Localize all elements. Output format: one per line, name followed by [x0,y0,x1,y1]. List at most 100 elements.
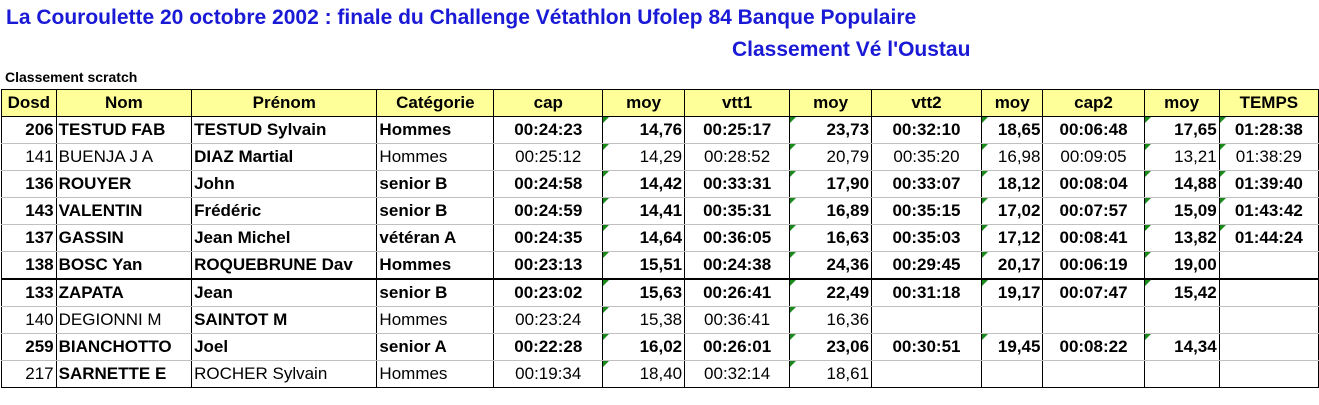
temps-cell[interactable] [1219,360,1319,388]
cap-cell[interactable]: 00:19:34 [493,360,604,388]
col-header-nom[interactable]: Nom [55,89,193,117]
categorie-cell[interactable]: Hommes [376,360,495,388]
moy-cell[interactable]: 23,73 [789,116,873,144]
moy-cell[interactable]: 14,64 [602,224,686,252]
prenom-cell[interactable]: Joel [191,333,378,361]
cap2-cell[interactable]: 00:08:04 [1042,170,1145,198]
cap-cell[interactable]: 00:24:23 [493,116,604,144]
categorie-cell[interactable]: senior A [376,333,495,361]
dosd-cell[interactable]: 138 [1,251,57,280]
moy-cell[interactable]: 22,49 [789,279,873,307]
cap-cell[interactable]: 00:23:02 [493,279,604,307]
vtt2-cell[interactable]: 00:35:20 [871,143,982,171]
prenom-cell[interactable]: DIAZ Martial [191,143,378,171]
cap-cell[interactable]: 00:23:13 [493,251,604,280]
moy-cell[interactable]: 13,82 [1144,224,1220,252]
moy-cell[interactable]: 18,65 [981,116,1044,144]
dosd-cell[interactable]: 143 [1,197,57,225]
moy-cell[interactable]: 20,79 [789,143,873,171]
moy-cell[interactable]: 17,02 [981,197,1044,225]
moy-cell[interactable]: 17,65 [1144,116,1220,144]
temps-cell[interactable]: 01:28:38 [1219,116,1319,144]
moy-cell[interactable] [1144,306,1220,334]
temps-cell[interactable]: 01:39:40 [1219,170,1319,198]
vtt1-cell[interactable]: 00:26:01 [684,333,791,361]
moy-cell[interactable]: 24,36 [789,251,873,280]
col-header-prenom[interactable]: Prénom [191,89,378,117]
moy-cell[interactable]: 15,09 [1144,197,1220,225]
temps-cell[interactable] [1219,279,1319,307]
cap-cell[interactable]: 00:25:12 [493,143,604,171]
prenom-cell[interactable]: Frédéric [191,197,378,225]
col-header-moy[interactable]: moy [1143,89,1220,117]
moy-cell[interactable]: 16,02 [602,333,686,361]
moy-cell[interactable] [981,306,1044,334]
nom-cell[interactable]: ROUYER [56,170,193,198]
vtt1-cell[interactable]: 00:33:31 [684,170,791,198]
dosd-cell[interactable]: 140 [1,306,57,334]
cap2-cell[interactable]: 00:07:47 [1042,279,1145,307]
col-header-cap[interactable]: cap [493,89,604,117]
categorie-cell[interactable]: Hommes [376,143,495,171]
prenom-cell[interactable]: TESTUD Sylvain [191,116,378,144]
vtt1-cell[interactable]: 00:28:52 [684,143,791,171]
vtt1-cell[interactable]: 00:32:14 [684,360,791,388]
col-header-dosd[interactable]: Dosd [1,89,57,117]
categorie-cell[interactable]: senior B [376,279,495,307]
moy-cell[interactable]: 18,12 [981,170,1044,198]
temps-cell[interactable]: 01:44:24 [1219,224,1319,252]
moy-cell[interactable]: 16,36 [789,306,873,334]
prenom-cell[interactable]: John [191,170,378,198]
moy-cell[interactable]: 17,90 [789,170,873,198]
prenom-cell[interactable]: Jean [191,279,378,307]
temps-cell[interactable]: 01:43:42 [1219,197,1319,225]
moy-cell[interactable]: 18,40 [602,360,686,388]
categorie-cell[interactable]: senior B [376,170,495,198]
moy-cell[interactable]: 14,41 [602,197,686,225]
moy-cell[interactable]: 15,63 [602,279,686,307]
dosd-cell[interactable]: 136 [1,170,57,198]
cap2-cell[interactable]: 00:08:41 [1042,224,1145,252]
moy-cell[interactable]: 20,17 [981,251,1044,280]
categorie-cell[interactable]: senior B [376,197,495,225]
cap2-cell[interactable] [1042,360,1145,388]
col-header-vtt2[interactable]: vtt2 [871,89,982,117]
vtt2-cell[interactable]: 00:32:10 [871,116,982,144]
prenom-cell[interactable]: ROCHER Sylvain [191,360,378,388]
moy-cell[interactable]: 15,38 [602,306,686,334]
col-header-categorie[interactable]: Catégorie [376,89,495,117]
prenom-cell[interactable]: SAINTOT M [191,306,378,334]
categorie-cell[interactable]: vétéran A [376,224,495,252]
moy-cell[interactable]: 19,17 [981,279,1044,307]
moy-cell[interactable]: 16,98 [981,143,1044,171]
col-header-moy[interactable]: moy [789,89,873,117]
moy-cell[interactable]: 15,51 [602,251,686,280]
moy-cell[interactable]: 14,88 [1144,170,1220,198]
vtt2-cell[interactable] [871,306,982,334]
nom-cell[interactable]: GASSIN [56,224,193,252]
nom-cell[interactable]: VALENTIN [56,197,193,225]
moy-cell[interactable]: 14,29 [602,143,686,171]
moy-cell[interactable] [981,360,1044,388]
categorie-cell[interactable]: Hommes [376,306,495,334]
col-header-vtt1[interactable]: vtt1 [684,89,791,117]
dosd-cell[interactable]: 217 [1,360,57,388]
cap2-cell[interactable]: 00:09:05 [1042,143,1145,171]
moy-cell[interactable]: 16,89 [789,197,873,225]
nom-cell[interactable]: BUENJA J A [56,143,193,171]
moy-cell[interactable]: 14,76 [602,116,686,144]
moy-cell[interactable]: 15,42 [1144,279,1220,307]
dosd-cell[interactable]: 259 [1,333,57,361]
moy-cell[interactable]: 16,63 [789,224,873,252]
dosd-cell[interactable]: 206 [1,116,57,144]
vtt1-cell[interactable]: 00:26:41 [684,279,791,307]
cap2-cell[interactable]: 00:08:22 [1042,333,1145,361]
vtt1-cell[interactable]: 00:24:38 [684,251,791,280]
temps-cell[interactable] [1219,251,1319,280]
col-header-moy[interactable]: moy [602,89,686,117]
moy-cell[interactable]: 17,12 [981,224,1044,252]
nom-cell[interactable]: DEGIONNI M [56,306,193,334]
moy-cell[interactable]: 13,21 [1144,143,1220,171]
col-header-temps[interactable]: TEMPS [1218,89,1319,117]
categorie-cell[interactable]: Hommes [376,116,495,144]
